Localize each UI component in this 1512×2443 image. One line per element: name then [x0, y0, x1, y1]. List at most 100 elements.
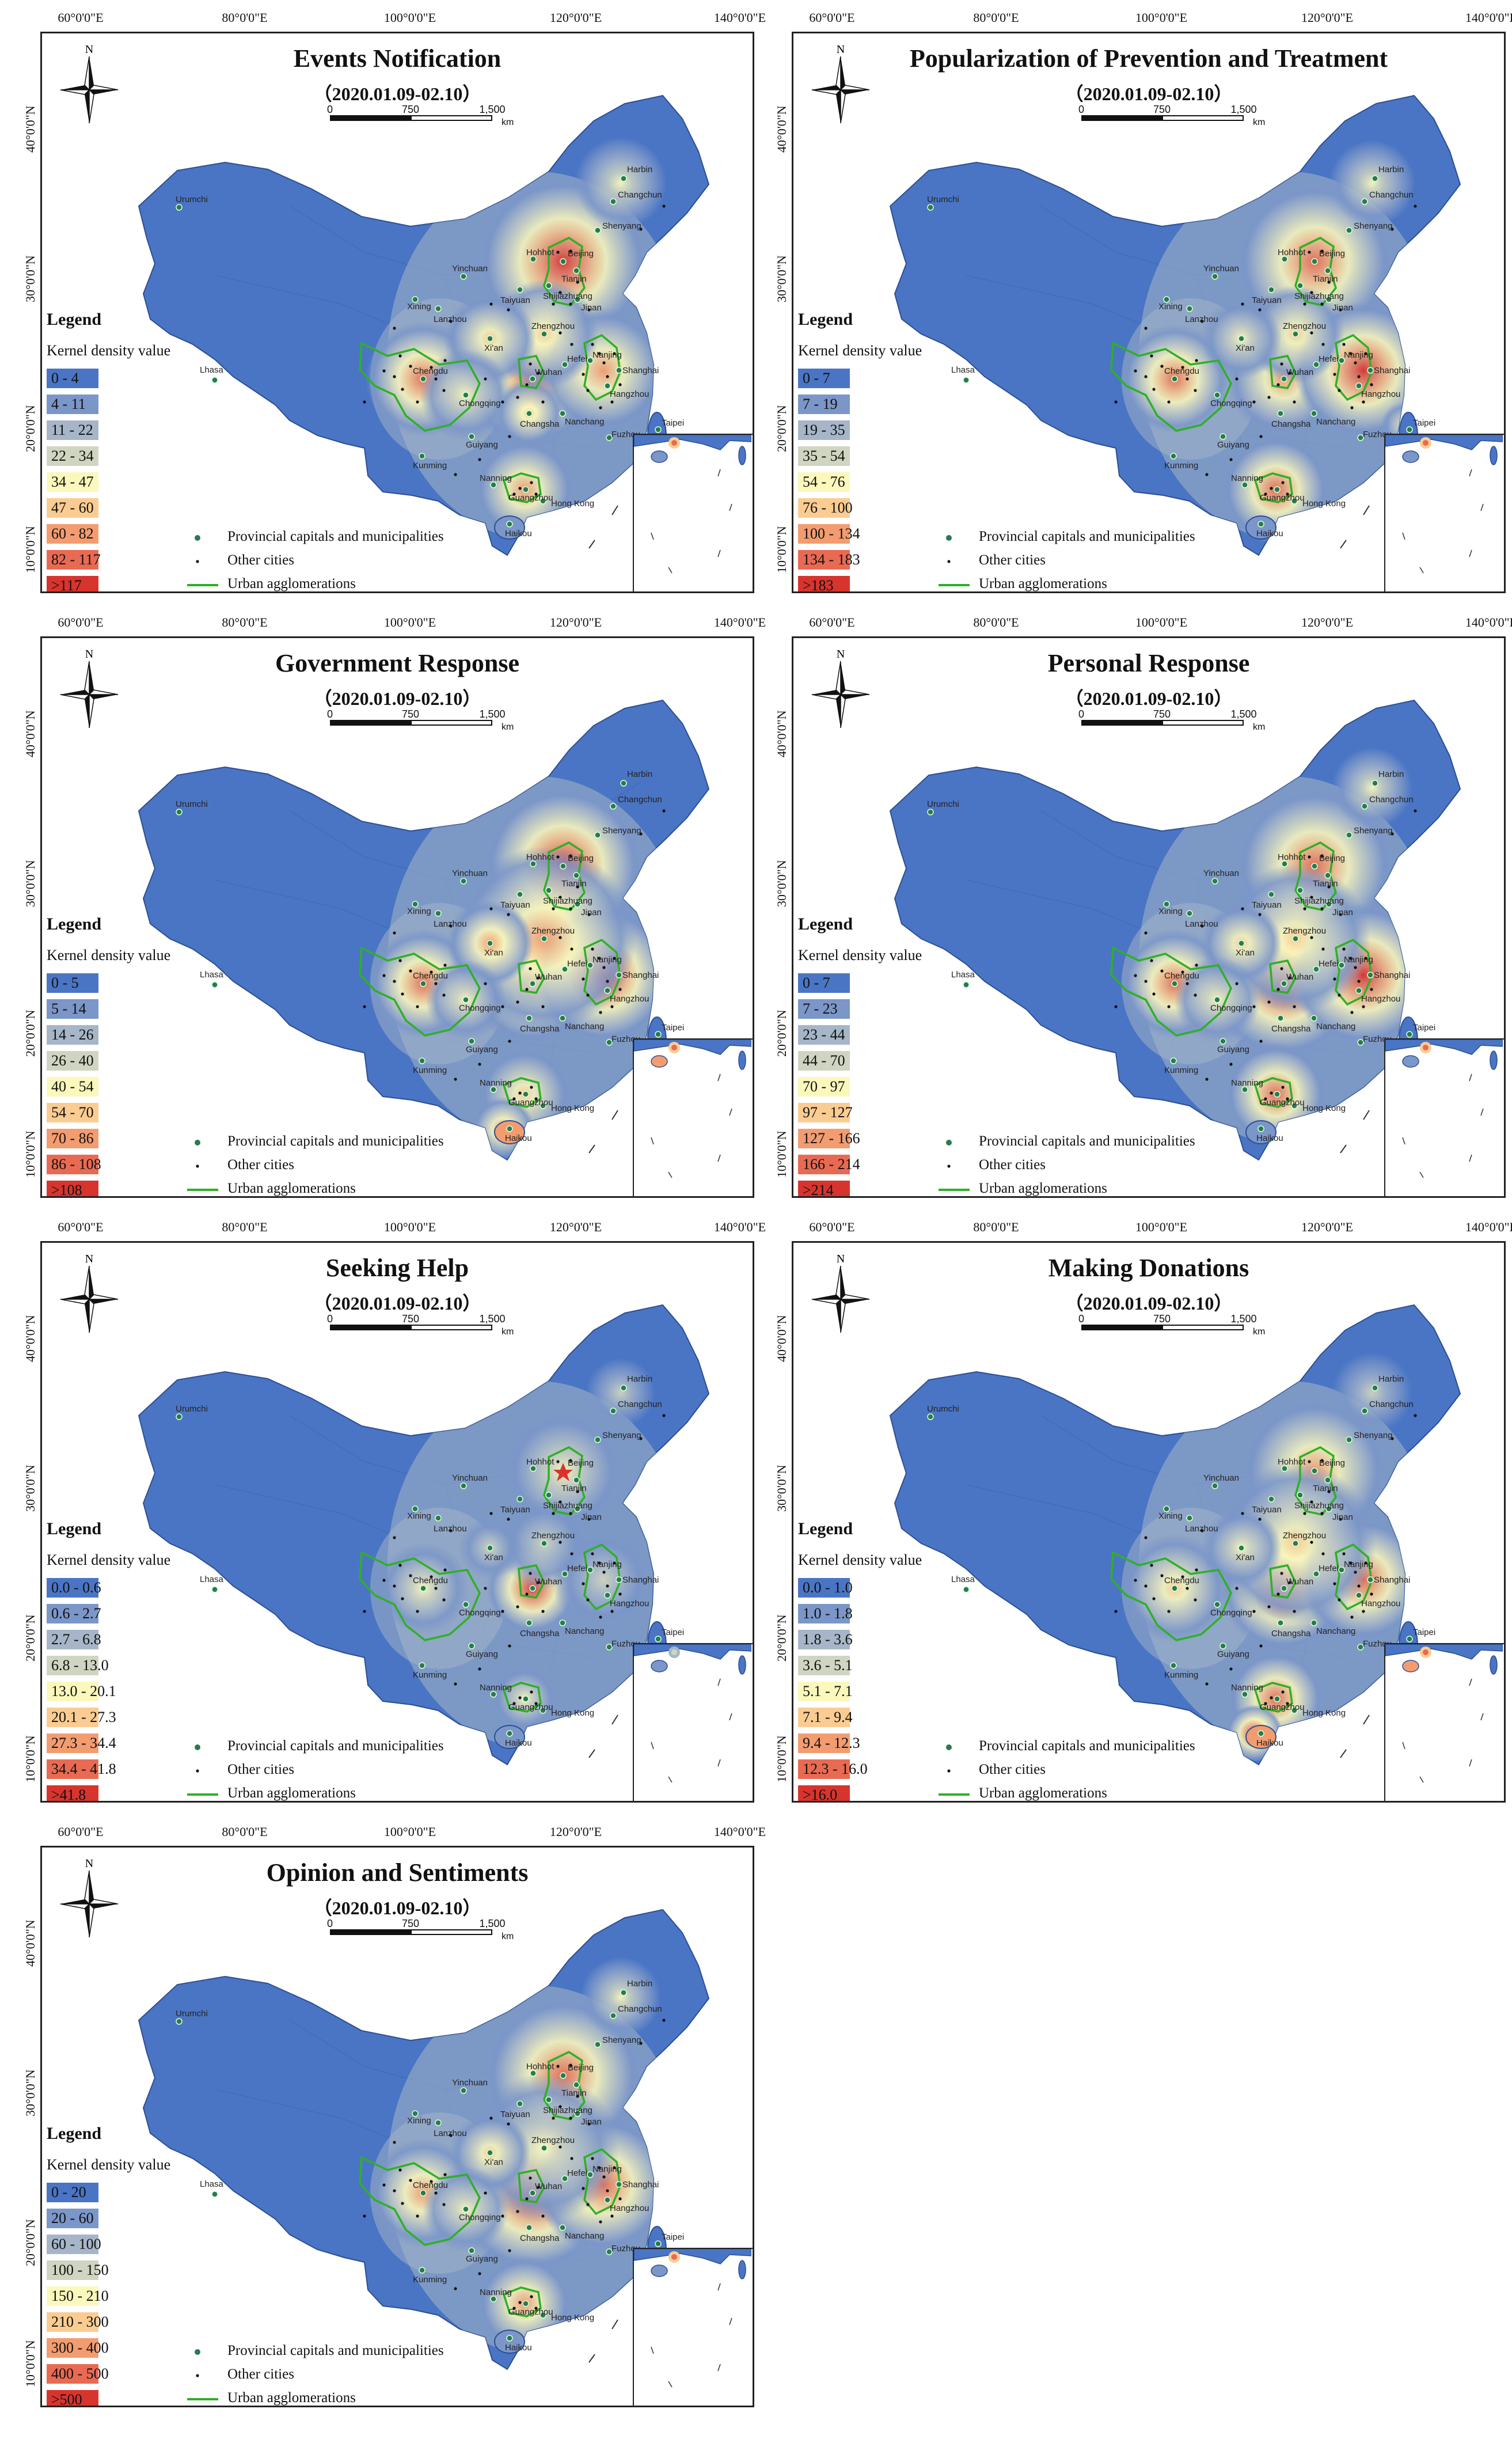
capital-city-marker	[1241, 1086, 1248, 1093]
city-label: Guiyang	[466, 1649, 498, 1659]
legend-class-label: 7 - 23	[803, 1000, 838, 1017]
other-city-dot	[393, 375, 396, 378]
legend-swatch	[47, 2390, 98, 2406]
scale-unit: km	[502, 1327, 514, 1337]
other-city-dot	[443, 1568, 447, 1572]
city-label: Xining	[407, 302, 431, 312]
urban-agglomeration-outline	[1335, 333, 1373, 401]
legend-class-label: 300 - 400	[51, 2339, 109, 2356]
city-label: Shenyang	[602, 221, 641, 231]
scale-tick: 0	[326, 1918, 333, 1929]
city-label: Shenyang	[1354, 221, 1393, 231]
city-label: Lanzhou	[434, 314, 467, 324]
other-city-dot	[569, 1459, 572, 1462]
city-label: Hangzhou	[610, 1599, 649, 1609]
other-city-dot	[530, 481, 533, 484]
other-city-dot	[1342, 947, 1346, 951]
longitude-label: 80°0'0"E	[222, 615, 268, 629]
other-city-dot	[530, 1690, 533, 1694]
other-city-dot	[489, 302, 493, 306]
city-label: Wuhan	[535, 972, 563, 982]
capital-city-marker	[606, 434, 613, 441]
density-hotspot	[586, 1358, 655, 1427]
urban-agglomeration-outline	[1335, 938, 1373, 1006]
other-city-dot	[1167, 1610, 1171, 1613]
other-city-dot	[591, 2157, 594, 2160]
capital-city-marker	[1311, 1467, 1318, 1474]
dot-symbol-icon	[947, 560, 951, 563]
symbol-legend-label: Other cities	[979, 1762, 1046, 1777]
legend-swatch	[47, 420, 98, 440]
map-frame: Urumchi Harbin Changchun Shenyang Hohhot Beij…	[792, 32, 1506, 593]
capital-city-marker	[1338, 357, 1345, 364]
city-label: Yinchuan	[452, 2078, 488, 2088]
city-label: Yinchuan	[452, 264, 488, 274]
other-city-dot	[1339, 913, 1342, 916]
legend-swatch	[47, 999, 98, 1019]
legend-swatch	[798, 576, 850, 591]
city-label: Lanzhou	[434, 2129, 467, 2138]
city-label: Chengdu	[413, 366, 448, 376]
longitude-label: 100°0'0"E	[383, 1824, 436, 1839]
city-label: Lanzhou	[1185, 919, 1218, 929]
other-city-dot	[1362, 1610, 1365, 1613]
legend-class-label: 0.6 - 2.7	[51, 1605, 101, 1622]
longitude-label: 140°0'0"E	[1465, 615, 1512, 629]
capital-city-marker	[561, 1570, 568, 1577]
city-label: Hefei	[567, 354, 588, 364]
other-city-dot	[569, 249, 572, 253]
capital-city-marker	[1325, 901, 1332, 908]
legend-class-label: 54 - 70	[51, 1104, 94, 1121]
city-label: Shanghai	[622, 1575, 659, 1585]
capital-city-marker	[655, 1031, 662, 1038]
urban-agglomeration-outline	[583, 938, 621, 1006]
other-city-dot	[570, 947, 573, 951]
other-city-dot	[599, 2220, 602, 2224]
capital-city-marker	[516, 2100, 523, 2107]
capital-symbol-icon	[946, 1140, 952, 1145]
other-city-dot	[393, 2189, 396, 2192]
capital-city-marker	[604, 987, 611, 994]
capital-city-marker	[616, 2181, 622, 2188]
city-label: Zhengzhou	[531, 2135, 575, 2145]
map-panel: 60°0'0"E 80°0'0"E 100°0'0"E 120°0'0"E 140°0'…	[23, 1820, 766, 2413]
city-label: Taipei	[662, 2232, 685, 2242]
capital-city-marker	[927, 809, 934, 815]
other-city-dot	[1350, 406, 1354, 409]
other-city-dot	[599, 406, 602, 409]
city-label: Zhengzhou	[531, 1531, 575, 1541]
capital-city-marker	[176, 809, 183, 815]
city-label: Beijing	[568, 853, 594, 863]
legend-class-label: 34 - 47	[51, 473, 94, 490]
capital-city-marker	[1277, 410, 1284, 417]
other-city-dot	[587, 308, 591, 312]
other-city-dot	[582, 373, 585, 376]
other-city-dot	[586, 993, 590, 997]
other-city-dot	[525, 1592, 529, 1596]
legend-swatch	[47, 973, 98, 993]
capital-city-marker	[1281, 980, 1287, 987]
other-city-dot	[559, 936, 562, 939]
other-city-dot	[382, 1579, 386, 1582]
inset-map	[633, 434, 752, 574]
longitude-label: 140°0'0"E	[1465, 10, 1512, 25]
map-panel: 60°0'0"E 80°0'0"E 100°0'0"E 120°0'0"E 140°0'…	[23, 1215, 766, 1808]
capital-city-marker	[1186, 1515, 1193, 1522]
urban-agglomeration-outline	[1335, 1543, 1373, 1611]
scale-tick: 1,500	[1230, 708, 1257, 720]
legend-swatch	[47, 2235, 98, 2254]
legend-swatch	[47, 1733, 98, 1753]
capital-city-marker	[530, 256, 537, 263]
north-label: N	[85, 1859, 93, 1870]
symbol-legend-label: Urban agglomerations	[979, 1181, 1107, 1196]
other-city-dot	[507, 913, 510, 916]
capital-city-marker	[1372, 780, 1378, 787]
other-city-dot	[606, 375, 609, 378]
density-hotspot	[1329, 140, 1415, 226]
other-city-dot	[363, 2214, 366, 2218]
legend-swatch	[798, 1708, 850, 1727]
other-city-dot	[569, 907, 572, 911]
capital-symbol-icon	[946, 535, 952, 541]
latitude-label: 20°0'0"N	[23, 405, 37, 452]
other-city-dot	[1258, 308, 1262, 312]
